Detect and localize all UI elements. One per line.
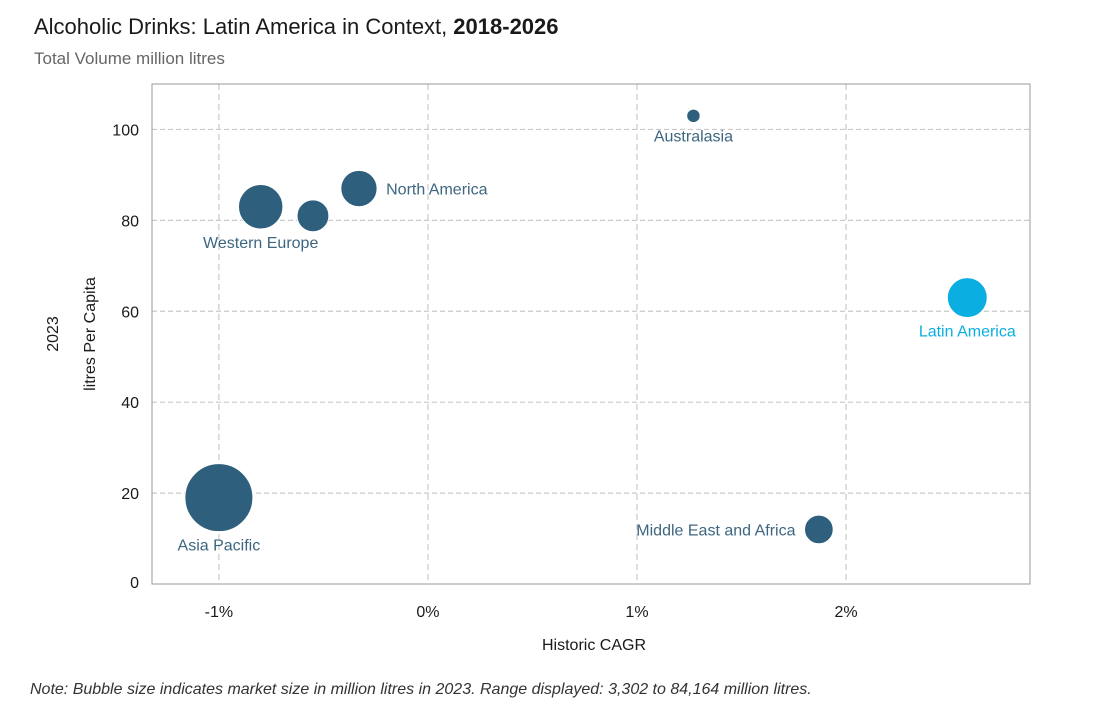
bubble-label-latin-america: Latin America xyxy=(919,324,1016,341)
chart-title: Alcoholic Drinks: Latin America in Conte… xyxy=(34,14,559,40)
plot-frame xyxy=(151,83,1031,585)
bubble-label-asia-pacific: Asia Pacific xyxy=(178,538,261,555)
x-tick-label: 0% xyxy=(416,604,439,621)
chart-title-years: 2018-2026 xyxy=(453,14,559,39)
x-axis-title: Historic CAGR xyxy=(542,637,646,654)
bubble-middle-east-and-africa xyxy=(804,514,834,545)
x-tick-label: 1% xyxy=(625,604,648,621)
bubble-label-north-america: North America xyxy=(386,182,487,199)
bubble-latin-america xyxy=(946,277,988,319)
chart-subtitle: Total Volume million litres xyxy=(34,49,225,68)
chart-footnote: Note: Bubble size indicates market size … xyxy=(30,681,812,698)
y-tick-label: 100 xyxy=(112,122,139,139)
bubble-chart: 0 20 40 60 80 100 -1% 0% 1% 2% Asia Pacific Wester… xyxy=(45,83,1031,654)
y-tick-label: 60 xyxy=(121,304,139,321)
bubble-label-australasia: Australasia xyxy=(654,129,733,146)
y-axis-title-measure: litres Per Capita xyxy=(82,277,99,391)
grid-layer xyxy=(152,84,1030,584)
y-tick-label: 0 xyxy=(130,575,139,592)
y-axis-title-year: 2023 xyxy=(45,316,62,352)
y-tick-label: 20 xyxy=(121,486,139,503)
label-layer: Asia Pacific Western Europe North America A… xyxy=(178,129,1016,555)
bubble-western-europe xyxy=(237,183,284,230)
bubble-north-america xyxy=(340,169,378,208)
y-tick-label: 80 xyxy=(121,213,139,230)
bubble-label-middle-east-and-africa: Middle East and Africa xyxy=(636,522,795,539)
tick-layer: 0 20 40 60 80 100 -1% 0% 1% 2% xyxy=(112,122,857,621)
bubble-eastern-europe xyxy=(296,199,330,233)
x-tick-label: -1% xyxy=(205,604,233,621)
bubble-label-western-europe: Western Europe xyxy=(203,235,318,252)
bubble-asia-pacific xyxy=(184,463,254,533)
bubble-layer xyxy=(184,108,988,545)
bubble-australasia xyxy=(686,108,701,124)
x-tick-label: 2% xyxy=(834,604,857,621)
y-tick-label: 40 xyxy=(121,395,139,412)
chart-title-text: Alcoholic Drinks: Latin America in Conte… xyxy=(34,14,448,39)
